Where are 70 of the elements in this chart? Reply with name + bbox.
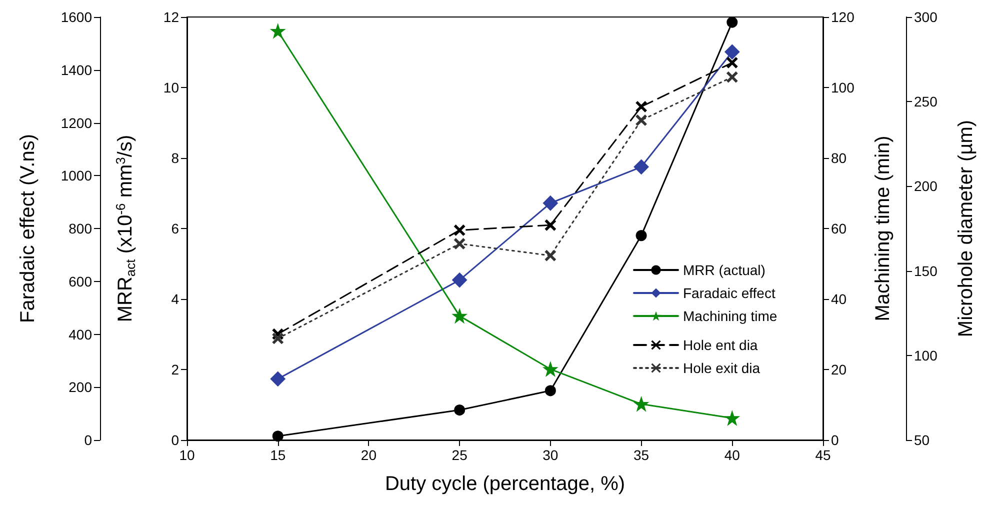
legend-label: Hole ent dia xyxy=(683,337,758,353)
point xyxy=(726,72,738,83)
point xyxy=(636,114,647,126)
x-tick-label: 40 xyxy=(724,447,740,463)
y-tick-label: 4 xyxy=(171,291,180,307)
y2-tick-label: 1400 xyxy=(60,62,92,78)
x-axis-title: Duty cycle (percentage, %) xyxy=(384,473,626,495)
point xyxy=(454,404,466,416)
x-tick-label: 35 xyxy=(633,447,650,463)
point xyxy=(270,371,286,386)
x-tick-label: 30 xyxy=(542,447,558,463)
y-axis-title: MRRact (x10-6 mm3/s) xyxy=(113,134,138,322)
point xyxy=(454,224,466,236)
x-tick-label: 15 xyxy=(270,447,286,463)
y2-tick-label: 400 xyxy=(68,326,92,342)
point xyxy=(272,332,284,344)
y-tick-label: 0 xyxy=(171,432,180,448)
point xyxy=(544,250,556,262)
y3-tick-label: 20 xyxy=(831,362,847,378)
y3-tick-label: 100 xyxy=(831,80,855,96)
point xyxy=(636,101,647,112)
x-tick-label: 25 xyxy=(452,447,468,463)
y-tick-label: 8 xyxy=(171,150,180,166)
y2-axis-title: Faradaic effect (V.ns) xyxy=(17,134,39,323)
y2-tick-label: 1200 xyxy=(60,114,92,131)
y-axis-title: Microhole diameter (µm) xyxy=(955,120,977,338)
y2-tick-label: 200 xyxy=(68,379,92,396)
y-tick-label: 200 xyxy=(914,178,938,194)
y3-axis-title: Machining time (min) xyxy=(872,136,894,322)
y-tick-label: 50 xyxy=(914,432,930,448)
y-tick-label: 6 xyxy=(171,220,180,236)
point xyxy=(270,24,285,38)
y-tick-label: 250 xyxy=(914,94,938,110)
point xyxy=(726,57,738,68)
point xyxy=(726,16,738,28)
y3-tick-label: 0 xyxy=(831,432,839,448)
point xyxy=(636,230,647,242)
y2-tick-label: 800 xyxy=(68,220,92,236)
legend-label: Faradaic effect xyxy=(683,285,776,301)
point xyxy=(452,308,467,323)
y-tick-label: 100 xyxy=(914,347,938,364)
y3-tick-label: 120 xyxy=(831,9,855,25)
point xyxy=(544,220,556,231)
y2-tick-label: 1000 xyxy=(60,168,92,184)
point xyxy=(725,411,740,426)
y-tick-label: 2 xyxy=(171,362,180,378)
legend-label: MRR (actual) xyxy=(683,262,766,278)
point xyxy=(724,44,740,60)
point xyxy=(544,385,556,396)
point xyxy=(634,397,648,412)
y-tick-label: 300 xyxy=(914,9,938,25)
legend-label: Hole exit dia xyxy=(683,360,760,376)
y3-tick-label: 60 xyxy=(831,220,847,236)
y-tick-label: 150 xyxy=(914,262,938,279)
y2-tick-label: 0 xyxy=(84,432,92,448)
legend-label: Machining time xyxy=(683,308,778,324)
point xyxy=(272,430,284,442)
y2-tick-label: 600 xyxy=(68,273,92,290)
point xyxy=(452,272,468,288)
x-tick-label: 45 xyxy=(815,447,831,463)
y-tick-label: 10 xyxy=(163,80,180,96)
x-tick-label: 20 xyxy=(360,447,377,463)
y3-tick-label: 40 xyxy=(831,291,847,307)
y3-tick-label: 80 xyxy=(831,150,847,166)
point xyxy=(543,362,558,376)
y2-tick-label: 1600 xyxy=(60,9,92,25)
point xyxy=(634,159,649,174)
y-tick-label: 12 xyxy=(163,9,180,25)
point xyxy=(542,196,558,211)
point xyxy=(454,238,466,250)
